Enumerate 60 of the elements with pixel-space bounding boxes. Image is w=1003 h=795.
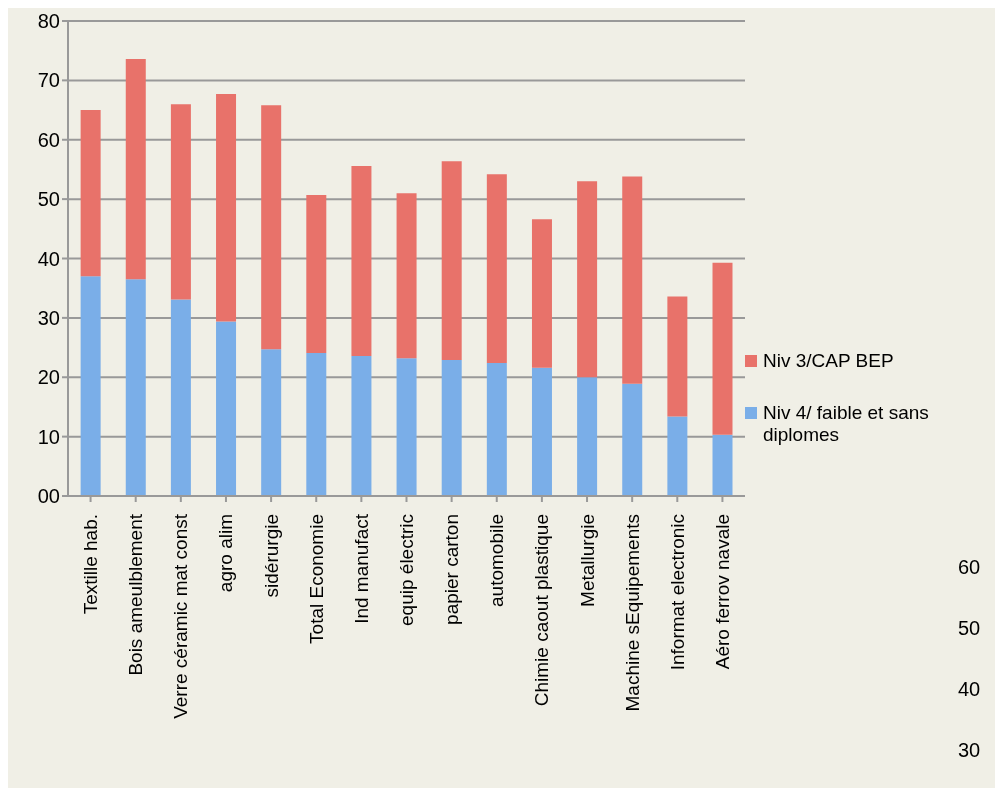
bar: [170, 104, 191, 300]
bar: [712, 434, 733, 496]
bar: [441, 161, 462, 361]
bar: [622, 383, 643, 496]
y-tick-label: 20: [37, 366, 60, 389]
x-tick-label: agro alim: [215, 514, 237, 593]
text: 30: [958, 739, 981, 762]
y-tick-label: 60: [37, 128, 60, 151]
x-tick-label: Metallurgie: [576, 514, 598, 607]
x-tick-label: equip électric: [396, 514, 417, 626]
bar: [667, 416, 688, 496]
x-tick-label: Total Economie: [305, 514, 327, 644]
x-tick-label: Ind manufact: [350, 513, 372, 624]
bar: [486, 174, 507, 363]
bar: [712, 262, 733, 435]
y-tick-label: 10: [37, 425, 60, 448]
bar: [306, 352, 327, 496]
y-tick-label: 50: [37, 188, 60, 211]
bar: [622, 176, 643, 384]
x-tick-label: Machine sEquipements: [621, 514, 643, 712]
bar: [306, 194, 327, 353]
bar: [125, 59, 146, 280]
x-tick-label: Bois ameulblement: [125, 513, 147, 676]
text: 40: [958, 678, 981, 701]
bar: [351, 165, 372, 356]
y-tick-label: 40: [37, 247, 60, 270]
y-tick-label: 70: [37, 69, 60, 92]
legend-label: Niv 4/ faible et sans diplomes: [763, 402, 930, 446]
bar: [261, 105, 282, 350]
bar: [80, 110, 101, 277]
x-tick-label: sidérurgie: [260, 514, 282, 598]
bar: [486, 363, 507, 496]
bar: [351, 355, 372, 496]
bar: [396, 358, 417, 496]
x-tick-label: Textille hab.: [80, 514, 102, 615]
bar: [577, 181, 598, 378]
bar: [441, 360, 462, 496]
bar: [396, 193, 417, 359]
text: 60: [958, 556, 981, 579]
bar: [216, 94, 237, 322]
x-tick-label: automobile: [486, 514, 508, 607]
bar: [531, 367, 552, 496]
text: 50: [958, 617, 981, 640]
bar: [80, 276, 101, 496]
y-tick-label: 80: [37, 10, 60, 33]
x-tick-label: Informat electronic: [666, 514, 688, 671]
x-tick-label: papier carton: [441, 514, 463, 625]
bar: [216, 321, 237, 496]
bar: [577, 377, 598, 496]
y-tick-label: 30: [37, 306, 60, 329]
legend-label: Niv 3/CAP BEP: [763, 350, 894, 372]
x-tick-label: Verre céramic mat const: [170, 513, 192, 719]
bar: [261, 349, 282, 496]
bar: [125, 279, 146, 496]
x-tick-label: Aéro ferrov navale: [711, 514, 733, 670]
bar: [170, 299, 191, 496]
bar: [531, 219, 552, 368]
bar: [667, 296, 688, 417]
y-tick-label: 00: [37, 485, 60, 508]
x-tick-label: Chimie caout plastique: [531, 514, 553, 707]
